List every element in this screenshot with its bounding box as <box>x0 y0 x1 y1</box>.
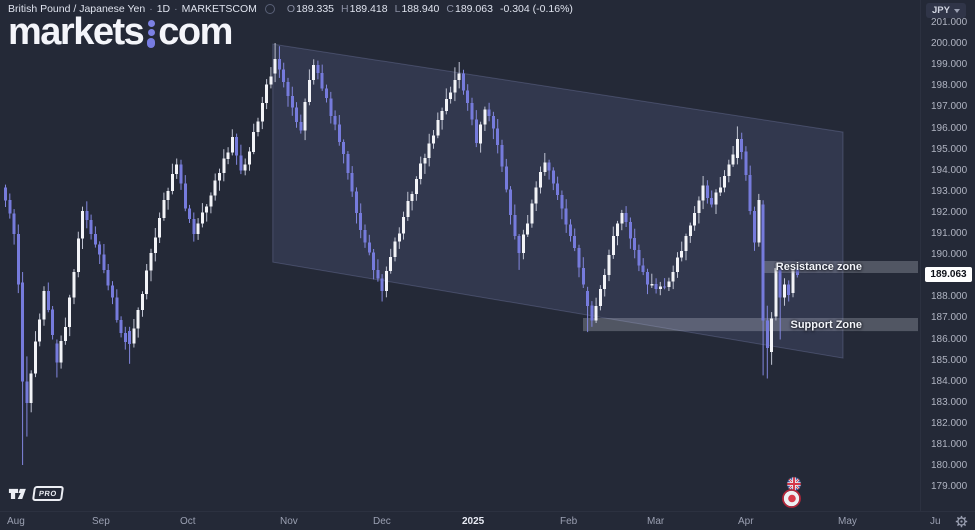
close-value: 189.063 <box>455 3 493 15</box>
high-value: 189.418 <box>349 3 388 15</box>
ohlc-values: O189.335 H189.418 L188.940 C189.063 <box>286 3 493 15</box>
currency-label: JPY <box>932 5 950 16</box>
price-tick: 201.000 <box>931 17 968 28</box>
time-axis-label[interactable]: Dec <box>373 516 391 527</box>
price-tick: 192.000 <box>931 207 968 218</box>
time-axis-label[interactable]: Apr <box>738 516 754 527</box>
last-price-label: 189.063 <box>925 267 972 282</box>
chevron-down-icon <box>953 8 960 13</box>
price-tick: 186.000 <box>931 334 968 345</box>
symbol-info-bar: British Pound / Japanese Yen · 1D · MARK… <box>8 3 573 15</box>
price-tick: 183.000 <box>931 397 968 408</box>
price-tick: 180.000 <box>931 460 968 471</box>
price-tick: 196.000 <box>931 123 968 134</box>
data-source[interactable]: MARKETSCOM <box>181 3 257 15</box>
resistance-zone-label[interactable]: Resistance zone <box>775 261 862 273</box>
price-tick: 198.000 <box>931 80 968 91</box>
price-tick: 188.000 <box>931 291 968 302</box>
price-change: -0.304 (-0.16%) <box>499 3 573 15</box>
time-axis-label[interactable]: Nov <box>280 516 298 527</box>
time-axis-label[interactable]: 2025 <box>462 516 485 527</box>
price-tick: 199.000 <box>931 59 968 70</box>
watermark-text-markets: markets <box>8 11 145 53</box>
tv-glyph-icon <box>8 488 26 499</box>
price-tick: 185.000 <box>931 355 968 366</box>
candlestick-chart[interactable] <box>0 0 920 511</box>
japan-flag-icon <box>782 489 801 508</box>
time-axis-label[interactable]: Mar <box>647 516 665 527</box>
price-tick: 190.000 <box>931 249 968 260</box>
timeframe[interactable]: 1D <box>156 3 171 15</box>
time-axis-label[interactable]: Feb <box>560 516 578 527</box>
price-tick: 194.000 <box>931 165 968 176</box>
instrument-logo-icon <box>264 4 275 14</box>
instrument-flags <box>780 476 816 511</box>
pro-badge: PRO <box>31 486 64 501</box>
price-tick: 182.000 <box>931 418 968 429</box>
price-tick: 195.000 <box>931 144 968 155</box>
currency-button[interactable]: JPY <box>926 3 966 18</box>
separator: · <box>149 3 153 15</box>
price-tick: 184.000 <box>931 376 968 387</box>
time-axis[interactable]: Aug Sep Oct Nov Dec 2025 Feb Mar Apr May Ju <box>0 511 975 530</box>
open-value: 189.335 <box>296 3 335 15</box>
time-axis-label[interactable]: Ju <box>930 516 941 527</box>
low-value: 188.940 <box>401 3 440 15</box>
gear-icon[interactable] <box>955 515 968 530</box>
price-tick: 191.000 <box>931 228 968 239</box>
price-tick: 187.000 <box>931 312 968 323</box>
time-axis-label[interactable]: Aug <box>7 516 25 527</box>
chart-plot-area[interactable]: markets com British Pound / Japanese Yen… <box>0 0 920 511</box>
separator: · <box>174 3 178 15</box>
price-tick: 200.000 <box>931 38 968 49</box>
watermark-text-com: com <box>158 11 233 53</box>
time-axis-label[interactable]: May <box>838 516 857 527</box>
tradingview-logo-icon[interactable]: PRO <box>8 486 64 501</box>
markets-com-watermark: markets com <box>8 11 233 53</box>
price-tick: 181.000 <box>931 439 968 450</box>
price-tick: 193.000 <box>931 186 968 197</box>
symbol-title[interactable]: British Pound / Japanese Yen <box>8 3 146 15</box>
price-tick: 197.000 <box>931 101 968 112</box>
time-axis-label[interactable]: Sep <box>92 516 110 527</box>
time-axis-label[interactable]: Oct <box>180 516 196 527</box>
logo-colon-icon <box>147 20 156 48</box>
support-zone-label[interactable]: Support Zone <box>790 319 863 331</box>
price-axis[interactable]: JPY 201.000 200.000 199.000 198.000 197.000 1… <box>920 0 975 511</box>
uk-flag-icon <box>786 476 802 492</box>
price-tick: 179.000 <box>931 481 968 492</box>
